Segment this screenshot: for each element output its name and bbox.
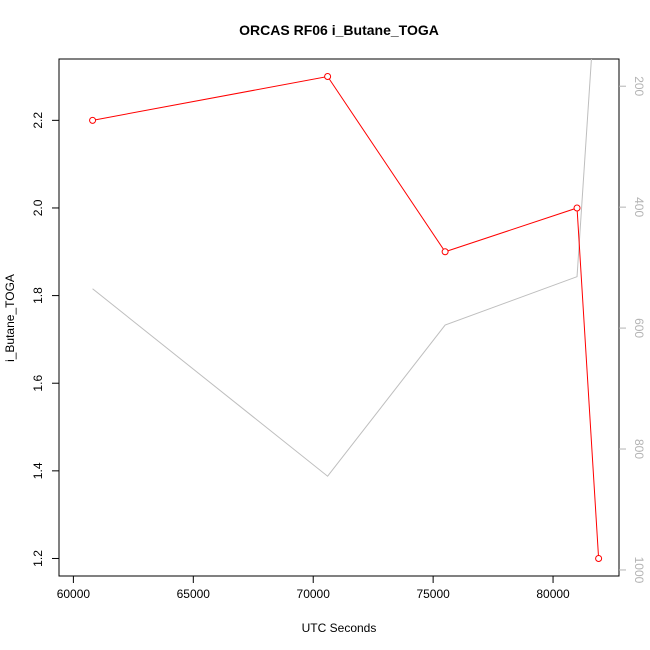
y-tick-label: 2.0: [31, 199, 45, 216]
chart-title: ORCAS RF06 i_Butane_TOGA: [239, 22, 439, 38]
y2-axis: 200 400 600 800 1000: [619, 76, 646, 584]
y2-tick-label: 200: [632, 76, 646, 96]
y-axis: 1.2 1.4 1.6 1.8 2.0 2.2: [31, 112, 59, 567]
x-axis-label: UTC Seconds: [302, 621, 377, 635]
y-axis-label: i_Butane_TOGA: [3, 274, 17, 362]
secondary-series-line: [92, 59, 592, 477]
data-point: [573, 204, 581, 212]
y2-tick-label: 400: [632, 197, 646, 217]
y-tick-label: 1.6: [31, 375, 45, 392]
x-tick-label: 60000: [57, 587, 91, 601]
y-tick-label: 1.8: [31, 287, 45, 304]
y2-tick-label: 1000: [632, 557, 646, 584]
y2-tick-label: 800: [632, 439, 646, 459]
data-point: [595, 554, 603, 562]
series-layer: [89, 59, 603, 562]
y-tick-label: 1.2: [31, 550, 45, 567]
series-line: [92, 75, 600, 559]
y-tick-label: 2.2: [31, 112, 45, 129]
x-tick-label: 75000: [416, 587, 450, 601]
y2-tick-label: 600: [632, 318, 646, 338]
y-tick-label: 1.4: [31, 462, 45, 479]
data-point: [441, 248, 449, 256]
data-point: [324, 73, 332, 81]
x-axis: 60000 65000 70000 75000 80000: [57, 576, 570, 601]
x-tick-label: 70000: [297, 587, 331, 601]
plot-frame: [58, 58, 620, 577]
data-point: [89, 116, 97, 124]
x-tick-label: 80000: [536, 587, 570, 601]
x-tick-label: 65000: [177, 587, 211, 601]
